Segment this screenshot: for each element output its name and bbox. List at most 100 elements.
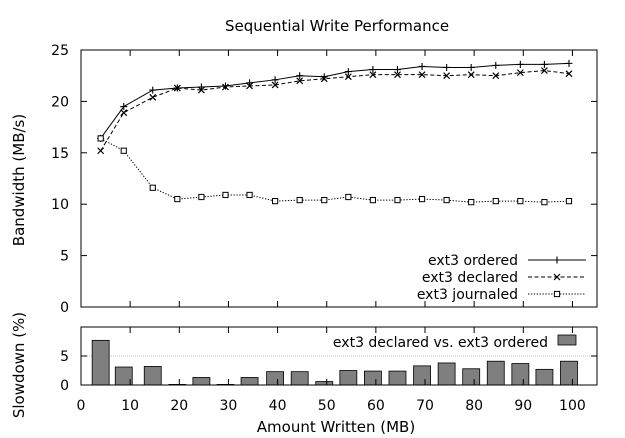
data-point-ext3-declared [222,83,229,91]
data-point-ext3-ordered [344,68,352,76]
bandwidth-axis-label: Bandwidth (MB/s) [10,114,28,246]
data-point-ext3-journaled [272,198,279,205]
data-point-ext3-journaled [97,135,104,142]
data-point-ext3-ordered [369,66,377,74]
slowdown-bar [143,366,162,386]
legend-label-ext3-journaled: ext3 journaled [417,287,518,303]
data-point-ext3-journaled [468,199,475,206]
legend-marker-ext3-declared [553,273,561,281]
x-tick-label: 0 [77,398,86,414]
data-point-ext3-declared [320,75,328,83]
data-point-ext3-journaled [541,199,548,206]
data-point-ext3-declared [149,93,157,101]
slowdown-bar [192,377,211,386]
slowdown-bar [486,360,505,386]
slowdown-bar [364,370,382,386]
data-point-ext3-ordered [492,61,500,69]
slowdown-y-tick-label: 0 [60,378,69,394]
x-tick-label: 40 [269,398,287,414]
slowdown-legend: ext3 declared vs. ext3 ordered [333,334,577,351]
slowdown-bar [339,370,358,386]
slowdown-y-tick-label: 5 [60,349,69,365]
data-point-ext3-journaled [418,195,426,203]
x-tick-label: 90 [514,398,532,414]
slowdown-bar [535,368,554,386]
x-tick-label: 70 [416,398,434,414]
data-point-ext3-ordered [120,103,128,111]
data-point-ext3-ordered [443,63,451,71]
data-point-ext3-declared [246,82,253,90]
slowdown-bar [315,381,334,386]
legend-label-ext3-declared-vs-ext3-ordered: ext3 declared vs. ext3 ordered [333,335,548,351]
bandwidth-y-tick-label: 10 [51,197,69,213]
data-point-ext3-ordered [516,60,524,68]
data-point-ext3-ordered [540,60,548,68]
data-point-ext3-journaled [174,195,181,203]
data-point-ext3-journaled [222,191,229,199]
data-point-ext3-declared [97,147,105,155]
data-point-ext3-ordered [393,66,401,74]
data-point-ext3-declared [197,86,205,94]
bandwidth-y-tick-label: 0 [60,300,69,316]
data-point-ext3-journaled [394,196,401,204]
data-point-ext3-declared [418,71,426,79]
data-point-ext3-journaled [198,193,205,201]
data-point-ext3-ordered [149,86,157,94]
x-tick-label: 10 [121,398,139,414]
series-line-ext3-ordered [100,62,570,139]
data-point-ext3-declared [467,71,475,79]
data-point-ext3-journaled [443,196,450,204]
data-point-ext3-declared [296,77,304,85]
data-point-ext3-ordered [467,63,475,71]
data-point-ext3-declared [443,72,451,80]
legend-marker-ext3-ordered [553,256,561,264]
slowdown-bar [388,370,407,386]
data-point-ext3-journaled [492,198,499,205]
legend-label-ext3-ordered: ext3 ordered [428,253,518,269]
data-point-ext3-journaled [246,191,253,199]
data-point-ext3-ordered [418,62,426,70]
data-point-ext3-ordered [271,76,279,84]
data-point-ext3-journaled [296,196,303,204]
bandwidth-plot-frame [80,49,598,308]
x-tick-label: 80 [465,398,483,414]
data-point-ext3-declared [394,71,401,79]
data-point-ext3-journaled [565,198,573,205]
bandwidth-y-tick-label: 20 [51,94,69,110]
data-point-ext3-declared [344,73,352,81]
data-point-ext3-journaled [321,196,328,204]
data-point-ext3-ordered [221,82,229,90]
data-point-ext3-journaled [345,193,352,201]
data-point-ext3-ordered [296,72,304,80]
data-point-ext3-journaled [149,184,156,191]
x-tick-label: 20 [170,398,188,414]
bandwidth-y-tick-label: 15 [51,146,69,162]
data-point-ext3-journaled [369,196,377,204]
series-line-ext3-declared [100,70,570,152]
slowdown-bar [240,377,259,386]
slowdown-bar [511,363,530,386]
data-point-ext3-declared [271,81,279,89]
data-point-ext3-declared [565,70,573,78]
slowdown-axis-label: Slowdown (%) [10,312,28,418]
data-point-ext3-declared [492,72,500,80]
series-ext3-ordered [97,59,573,142]
slowdown-bar [462,368,481,386]
slowdown-bar [266,371,285,386]
data-point-ext3-declared [540,67,548,74]
legend-swatch-ext3-declared-vs-ext3-ordered [557,334,577,346]
legend-label-ext3-declared: ext3 declared [422,270,518,286]
slowdown-bar [413,365,431,386]
data-point-ext3-declared [173,84,181,92]
data-point-ext3-journaled [517,198,524,205]
bandwidth-y-tick-label: 5 [60,249,69,265]
data-point-ext3-ordered [565,59,573,67]
series-ext3-journaled [97,135,573,206]
slowdown-bar [290,371,309,386]
series-ext3-declared [97,67,573,155]
chart-title: Sequential Write Performance [225,17,449,35]
slowdown-bar [560,360,578,386]
